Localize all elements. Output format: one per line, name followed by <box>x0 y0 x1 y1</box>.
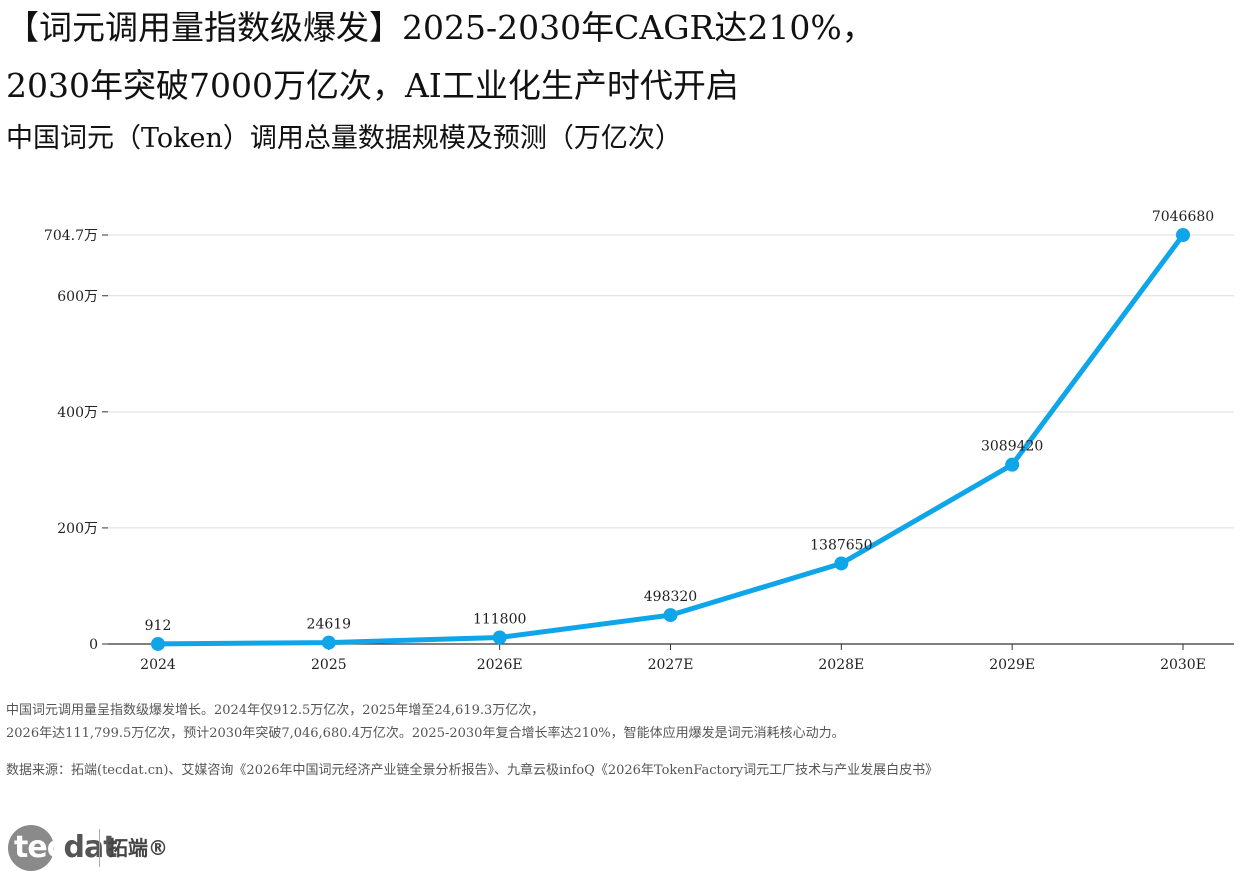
data-point <box>1176 228 1190 242</box>
y-tick-label: 704.7万 <box>44 228 98 244</box>
chart-subtitle: 中国词元（Token）调用总量数据规模及预测（万亿次） <box>6 123 682 154</box>
logo-divider <box>99 829 100 867</box>
logo-word-outer: dat <box>63 830 117 865</box>
data-label: 24619 <box>307 617 352 633</box>
y-tick-label: 600万 <box>57 289 98 305</box>
logo-circle <box>8 825 54 871</box>
source-note: 数据来源：拓端(tecdat.cn)、艾媒咨询《2026年中国词元经济产业链全景… <box>6 763 939 778</box>
data-label: 1387650 <box>810 537 872 553</box>
data-point <box>1005 457 1020 472</box>
logo-wordmark: tecdat <box>14 829 118 867</box>
data-point <box>834 556 849 571</box>
x-tick-label: 2029E <box>989 657 1035 673</box>
x-tick-label: 2026E <box>477 657 523 673</box>
y-tick-label: 0 <box>89 637 98 653</box>
data-label: 3089420 <box>981 439 1043 455</box>
data-label: 912 <box>145 618 172 634</box>
x-tick-label: 2028E <box>818 657 864 673</box>
gridlines <box>108 234 1234 529</box>
note-line-2: 2026年达111,799.5万亿次，预计2030年突破7,046,680.4万… <box>6 726 845 741</box>
x-axis-ticks: 2024 2025 2026E 2027E 2028E 2029E 2030E <box>140 644 1206 673</box>
chart-title-line1: 【词元调用量指数级爆发】2025-2030年CAGR达210%， <box>6 8 875 47</box>
x-tick-label: 2025 <box>311 657 347 673</box>
tecdat-logo: tecdat 拓端® <box>8 823 208 875</box>
data-label: 498320 <box>644 589 697 605</box>
y-tick-label: 400万 <box>57 405 98 421</box>
x-tick-label: 2024 <box>140 657 176 673</box>
data-labels: 912 24619 111800 498320 1387650 3089420 704668… <box>145 209 1215 634</box>
data-points <box>151 228 1190 651</box>
data-point <box>151 636 165 651</box>
data-point <box>492 630 507 645</box>
chart-title-line2: 2030年突破7000万亿次，AI工业化生产时代开启 <box>6 66 739 105</box>
note-line-1: 中国词元调用量呈指数级爆发增长。2024年仅912.5万亿次，2025年增至24… <box>6 703 545 718</box>
y-tick-label: 200万 <box>57 521 98 537</box>
logo-cn-text: 拓端® <box>108 836 168 860</box>
logo-word-inner: tec <box>14 830 64 865</box>
data-point <box>663 608 678 623</box>
x-tick-label: 2030E <box>1160 657 1206 673</box>
x-tick-label: 2027E <box>648 657 694 673</box>
data-label: 111800 <box>473 612 526 628</box>
y-axis-ticks: 0 200万 400万 600万 704.7万 <box>44 228 108 653</box>
data-label: 7046680 <box>1152 209 1214 225</box>
data-point <box>321 635 336 650</box>
